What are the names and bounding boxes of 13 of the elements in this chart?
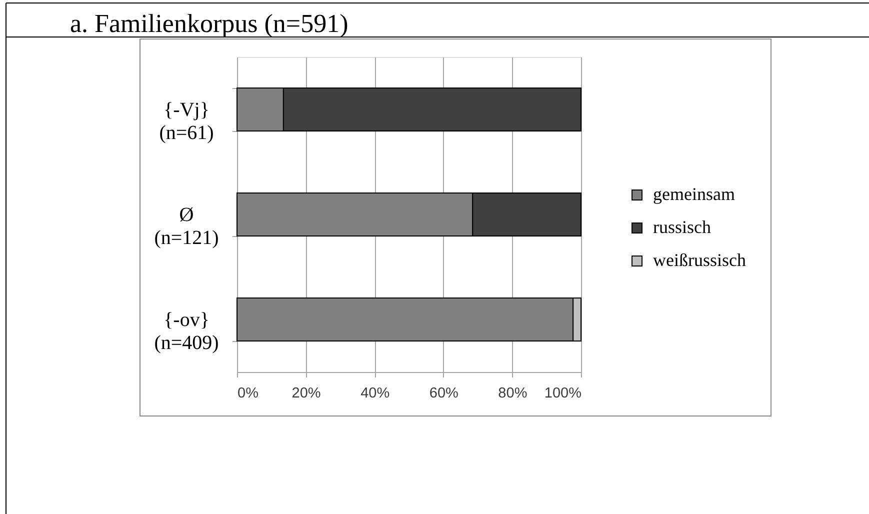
y-tick-label: {-ov} (n=409): [154, 309, 219, 354]
y-tick-label: Ø (n=121): [154, 204, 219, 249]
y-tick-label: {-Vj} (n=61): [159, 99, 214, 144]
legend-label: weißrussisch: [653, 250, 746, 270]
x-tick-label: 0%: [238, 386, 259, 402]
x-tick-label: 40%: [360, 386, 390, 402]
x-tick-label: 60%: [429, 386, 459, 402]
legend-label: gemeinsam: [653, 184, 735, 204]
x-tick-label: 20%: [292, 386, 321, 402]
chart-title: a. Familienkorpus (n=591): [70, 9, 348, 38]
x-tick-label: 80%: [498, 386, 528, 402]
legend-label: russisch: [653, 217, 711, 237]
x-tick-label: 100%: [544, 386, 582, 402]
